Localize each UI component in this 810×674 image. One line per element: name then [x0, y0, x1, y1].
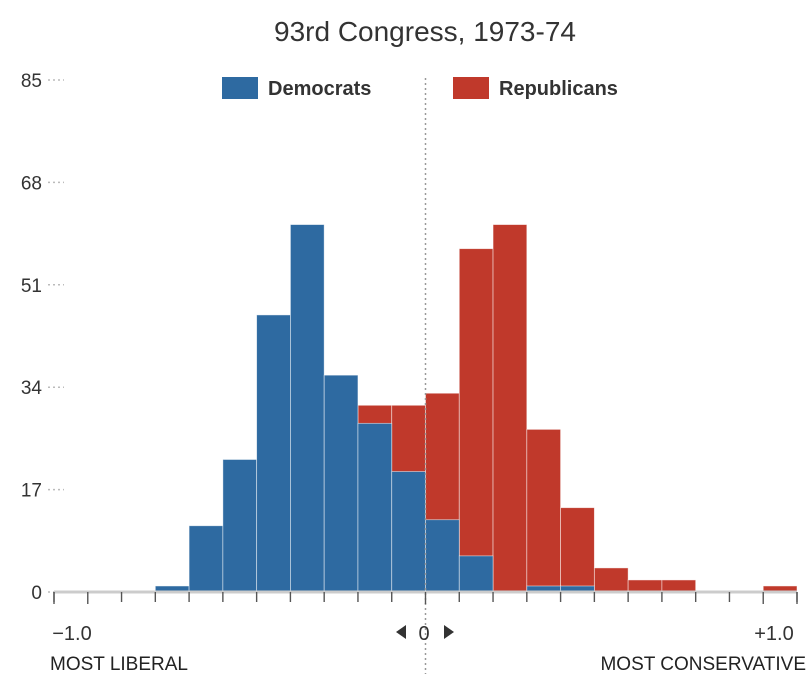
bar-republicans: [593, 567, 629, 593]
bar-democrats: [391, 471, 426, 593]
x-tick-label-center: 0: [418, 623, 429, 645]
y-tick-label: 85: [21, 71, 42, 92]
bar-republicans: [526, 428, 561, 593]
legend-label-democrats: Democrats: [268, 78, 371, 100]
x-end-label-conservative: MOST CONSERVATIVE: [600, 654, 806, 674]
bar-republicans: [560, 507, 595, 593]
bar-democrats: [256, 314, 291, 593]
legend-label-republicans: Republicans: [499, 78, 618, 100]
legend-swatch-democrats: [222, 77, 258, 99]
bar-republicans: [492, 224, 528, 593]
legend-swatch-republicans: [453, 77, 489, 99]
bar-democrats: [458, 555, 494, 593]
right-arrow-icon: [444, 625, 454, 639]
bar-democrats: [357, 422, 393, 593]
y-axis-ticks: 0 17 34 51 68 85: [21, 71, 64, 604]
chart-title: 93rd Congress, 1973-74: [274, 16, 576, 47]
x-axis-labels: −1.0 0 +1.0 MOST LIBERAL MOST CONSERVATI…: [50, 623, 806, 674]
bar-democrats: [425, 519, 460, 593]
y-tick-label: 0: [31, 583, 42, 604]
bar-democrats: [323, 374, 359, 593]
bar-republicans: [458, 248, 494, 593]
bar-republicans: [661, 579, 697, 593]
left-arrow-icon: [396, 625, 406, 639]
x-axis: [53, 590, 798, 604]
bar-democrats: [222, 459, 258, 593]
x-end-label-liberal: MOST LIBERAL: [50, 654, 188, 674]
y-tick-label: 17: [21, 481, 42, 502]
bar-democrats: [188, 525, 224, 593]
y-tick-label: 51: [21, 276, 42, 297]
y-tick-label: 34: [21, 378, 43, 399]
bar-democrats: [290, 224, 325, 593]
bars: [154, 224, 798, 593]
x-tick-label-right: +1.0: [754, 623, 793, 645]
bar-republicans: [627, 579, 663, 593]
y-tick-label: 68: [21, 173, 42, 194]
x-tick-label-left: −1.0: [52, 623, 91, 645]
legend: Democrats Republicans: [222, 77, 618, 100]
